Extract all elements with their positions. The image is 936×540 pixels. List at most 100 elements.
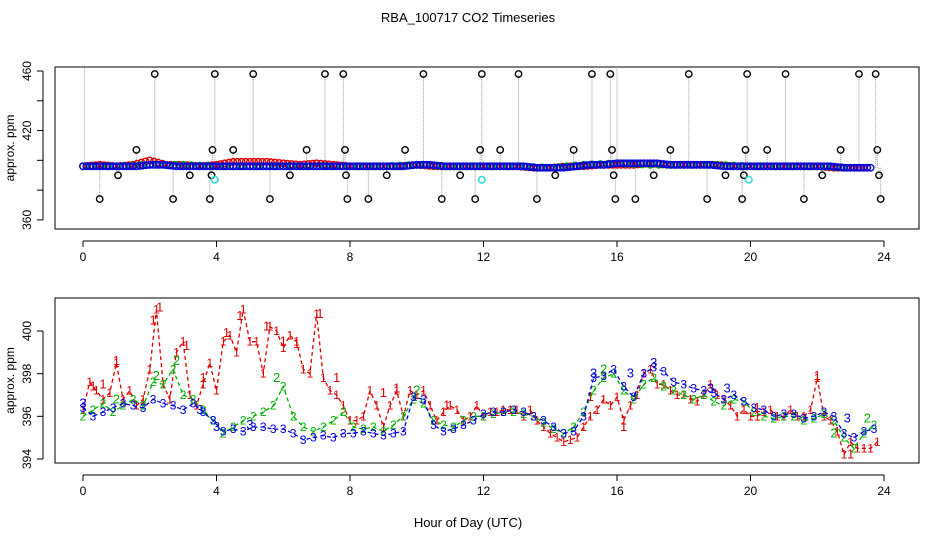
spike-point	[614, 53, 620, 59]
series-3-data-label: 3	[590, 366, 597, 381]
series-1-marker: 1	[654, 377, 661, 391]
spike-point	[456, 171, 465, 180]
spike-point	[631, 195, 640, 203]
series-2-marker: 2	[420, 397, 427, 411]
series-1-marker: 1	[93, 384, 100, 398]
spike-point	[382, 171, 391, 180]
series-1-marker: 1	[660, 377, 667, 391]
series-2-marker: 2	[690, 392, 697, 406]
series-1-data-label: 1	[280, 334, 287, 349]
series-1-data-label: 1	[183, 338, 190, 353]
top-x-tick-label: 0	[80, 250, 87, 264]
series-1-marker: 1	[440, 405, 447, 419]
series-3-marker: 3	[851, 431, 858, 445]
bottom-x-tick-label: 20	[744, 484, 758, 498]
series-3-marker: 3	[90, 409, 97, 423]
series-1-marker: 1	[594, 403, 601, 417]
series-2-marker: 2	[430, 414, 437, 428]
series-3-marker: 3	[110, 401, 117, 415]
series-1-data-label: 1	[380, 385, 387, 400]
spike-point	[401, 146, 409, 154]
series-2-marker: 2	[360, 422, 367, 436]
top-y-tick-label: 460	[20, 61, 34, 81]
series-3-marker: 3	[270, 422, 277, 436]
series-1-marker: 1	[240, 303, 247, 317]
series-3-marker: 3	[340, 426, 347, 440]
series-1-marker: 1	[126, 384, 133, 398]
series-2-marker: 2	[450, 420, 457, 434]
series-1-marker: 1	[166, 392, 173, 406]
series-1-marker: 1	[807, 403, 814, 417]
bottom-y-tick-label: 400	[20, 321, 34, 341]
series-2-marker: 2	[390, 418, 397, 432]
spike-point	[608, 146, 616, 154]
series-1-marker: 1	[867, 441, 874, 455]
series-1-marker: 1	[433, 414, 440, 428]
series-1-marker: 1	[407, 384, 414, 398]
spike-point	[800, 195, 808, 203]
series-3-marker: 3	[610, 362, 617, 376]
series-3-marker: 3	[540, 414, 547, 428]
series-2-marker: 2	[520, 407, 527, 421]
series-1-data-label: 1	[754, 400, 761, 415]
series-2-marker: 2	[300, 420, 307, 434]
series-3-marker: 3	[180, 403, 187, 417]
series-1-marker: 1	[367, 384, 374, 398]
spike-point	[606, 70, 615, 78]
series-1-marker: 1	[247, 335, 254, 349]
series-2-marker: 2	[510, 405, 517, 419]
series-2-marker: 2	[340, 405, 347, 419]
series-3-marker: 3	[750, 401, 757, 415]
series-3-marker: 3	[500, 405, 507, 419]
series-2-marker: 2	[500, 405, 507, 419]
bottom-y-tick-label: 398	[20, 363, 34, 383]
series-2-marker: 2	[710, 394, 717, 408]
series-1-marker: 1	[353, 414, 360, 428]
series-1-marker: 1	[320, 371, 327, 385]
spike-point	[342, 171, 350, 180]
series-2-marker: 2	[180, 388, 187, 402]
spike-point	[471, 195, 480, 203]
series-3-marker: 3	[670, 375, 677, 389]
series-1-marker: 1	[487, 405, 494, 419]
series-2-data-label: 2	[600, 361, 607, 376]
series-1-marker: 1	[300, 362, 307, 376]
series-3-marker: 3	[811, 409, 818, 423]
series-2-marker: 2	[380, 424, 387, 438]
cyan-point	[210, 175, 219, 184]
series-1-data-label: 1	[847, 447, 854, 462]
series-1-data-label: 1	[814, 368, 821, 383]
series-1-marker: 1	[801, 409, 808, 423]
series-3-marker: 3	[740, 394, 747, 408]
series-3-marker: 3	[730, 388, 737, 402]
series-2-data-label: 2	[173, 353, 180, 368]
series-2-marker: 2	[841, 431, 848, 445]
series-3-marker: 3	[210, 414, 217, 428]
spike-point	[343, 195, 352, 203]
spike-point	[703, 195, 712, 203]
series-3-data-label: 3	[79, 396, 86, 411]
series-1-point	[254, 157, 263, 166]
series-1-marker: 1	[781, 409, 788, 423]
series-1-marker: 1	[767, 403, 774, 417]
series-2-data-label: 2	[273, 370, 280, 385]
series-3-marker: 3	[80, 401, 87, 415]
series-1-marker: 1	[233, 345, 240, 359]
series-3-data-label: 3	[724, 381, 731, 396]
series-3-data-label: 3	[213, 419, 220, 434]
series-1-marker: 1	[227, 328, 234, 342]
series-1-marker: 1	[333, 388, 340, 402]
series-1-marker: 1	[574, 431, 581, 445]
series-3-marker: 3	[330, 431, 337, 445]
series-1-marker: 1	[327, 384, 334, 398]
series-1-marker: 1	[861, 441, 868, 455]
series-3-marker: 3	[300, 433, 307, 447]
series-2-marker: 2	[230, 420, 237, 434]
series-2-data-label: 2	[413, 383, 420, 398]
series-2-marker: 2	[801, 414, 808, 428]
series-1-marker: 1	[607, 399, 614, 413]
series-2-marker: 2	[110, 405, 117, 419]
series-3-marker: 3	[310, 431, 317, 445]
series-1-marker: 1	[600, 392, 607, 406]
